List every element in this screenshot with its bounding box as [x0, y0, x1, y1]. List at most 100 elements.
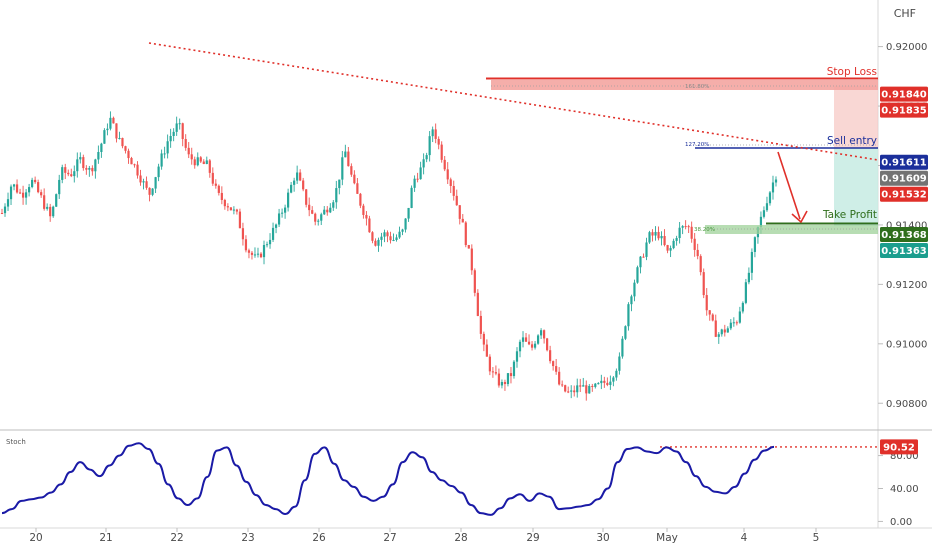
candle-body [43, 195, 46, 209]
candle-body [606, 382, 609, 385]
candle-body [151, 188, 154, 195]
candle-body [543, 330, 546, 339]
candle-body [500, 382, 504, 386]
candle-body [169, 135, 172, 142]
candle-body [31, 179, 34, 188]
candle-body [181, 123, 184, 140]
candle-body [184, 139, 187, 148]
candle-body [458, 205, 461, 219]
candle-body [262, 245, 266, 258]
candle-body [570, 390, 573, 392]
candle-body [15, 184, 19, 193]
candle-body [290, 184, 293, 193]
candle-body [675, 238, 678, 241]
candle-body [329, 207, 332, 213]
candle-body [618, 356, 621, 371]
candle-body [142, 181, 145, 183]
candle-body [609, 381, 612, 385]
candle-body [530, 344, 534, 348]
candle-body [6, 199, 10, 207]
take-profit-band [705, 225, 878, 234]
candle-body [591, 385, 594, 387]
price-badge: 0.91840 [880, 86, 928, 102]
candle-body [693, 238, 696, 250]
candle-body [362, 205, 365, 215]
candle-body [332, 202, 335, 208]
candle-body [100, 143, 103, 152]
candlestick-series [0, 111, 778, 401]
stoch-current-value: 90.52 [883, 442, 915, 453]
candle-body [422, 159, 425, 168]
candle-body [124, 146, 127, 151]
time-tick-label: 30 [596, 532, 609, 544]
candle-body [371, 232, 374, 241]
candle-body [467, 245, 470, 249]
candle-body [536, 335, 540, 344]
candle-body [166, 141, 169, 154]
candle-body [145, 181, 148, 188]
candle-body [214, 183, 217, 186]
candle-body [702, 272, 705, 296]
candle-body [636, 267, 639, 283]
currency-label: CHF [894, 7, 916, 20]
candle-body [714, 320, 717, 337]
candle-body [259, 253, 263, 258]
candle-body [305, 189, 308, 205]
candle-body [407, 207, 410, 219]
candle-body [293, 180, 296, 185]
candle-body [627, 304, 630, 327]
candle-body [40, 192, 43, 196]
candle-body [398, 231, 401, 238]
candle-body [28, 187, 31, 193]
candle-body [750, 251, 754, 273]
candle-body [302, 180, 305, 190]
stop-loss-band [491, 80, 878, 90]
time-tick-label: 5 [813, 532, 820, 544]
candle-body [389, 236, 392, 241]
candle-body [271, 227, 275, 240]
take-profit-label: Take Profit [822, 209, 877, 221]
candle-body [374, 240, 377, 246]
candle-body [232, 209, 235, 211]
candle-body [524, 337, 528, 342]
candle-body [642, 256, 645, 258]
candle-body [250, 252, 254, 255]
candle-body [256, 253, 260, 255]
candle-body [464, 222, 467, 246]
candle-body [503, 382, 507, 385]
candle-body [202, 161, 205, 164]
candle-body [314, 213, 317, 222]
candle-body [413, 178, 416, 188]
candle-body [452, 185, 455, 196]
candle-body [512, 361, 516, 377]
candle-body [317, 220, 320, 222]
price-badge-label: 0.91611 [881, 158, 927, 169]
candle-body [639, 256, 642, 268]
candle-body [350, 166, 353, 175]
candle-body [112, 117, 115, 124]
candle-body [58, 179, 61, 195]
fib-1618-label: 161.80% [685, 84, 709, 90]
candle-body [494, 372, 498, 374]
price-tick-label: 0.90800 [886, 399, 927, 410]
price-tick-label: 0.91400 [886, 220, 927, 231]
time-axis[interactable]: 20 21 22 23 26 27 28 29 30 May 4 5 [29, 528, 819, 544]
price-badge-label: 0.91840 [881, 90, 927, 101]
price-badge-label: 0.91609 [881, 174, 927, 185]
candle-body [539, 330, 543, 336]
candle-body [449, 179, 452, 186]
candle-body [582, 385, 585, 387]
stoch-current-badge: 90.52 [880, 439, 918, 455]
candle-body [64, 167, 67, 173]
candle-body [404, 218, 407, 230]
candle-body [109, 117, 112, 129]
price-badges: 0.91840 0.91835 0.91611 0.91609 0.91532 0.913… [880, 86, 928, 258]
candle-body [576, 385, 579, 393]
time-tick-label: 21 [99, 532, 112, 544]
candle-body [573, 390, 576, 393]
candle-body [600, 380, 603, 384]
candle-body [585, 385, 588, 394]
candle-body [717, 334, 720, 337]
candle-body [335, 188, 338, 203]
candle-body [533, 343, 537, 348]
